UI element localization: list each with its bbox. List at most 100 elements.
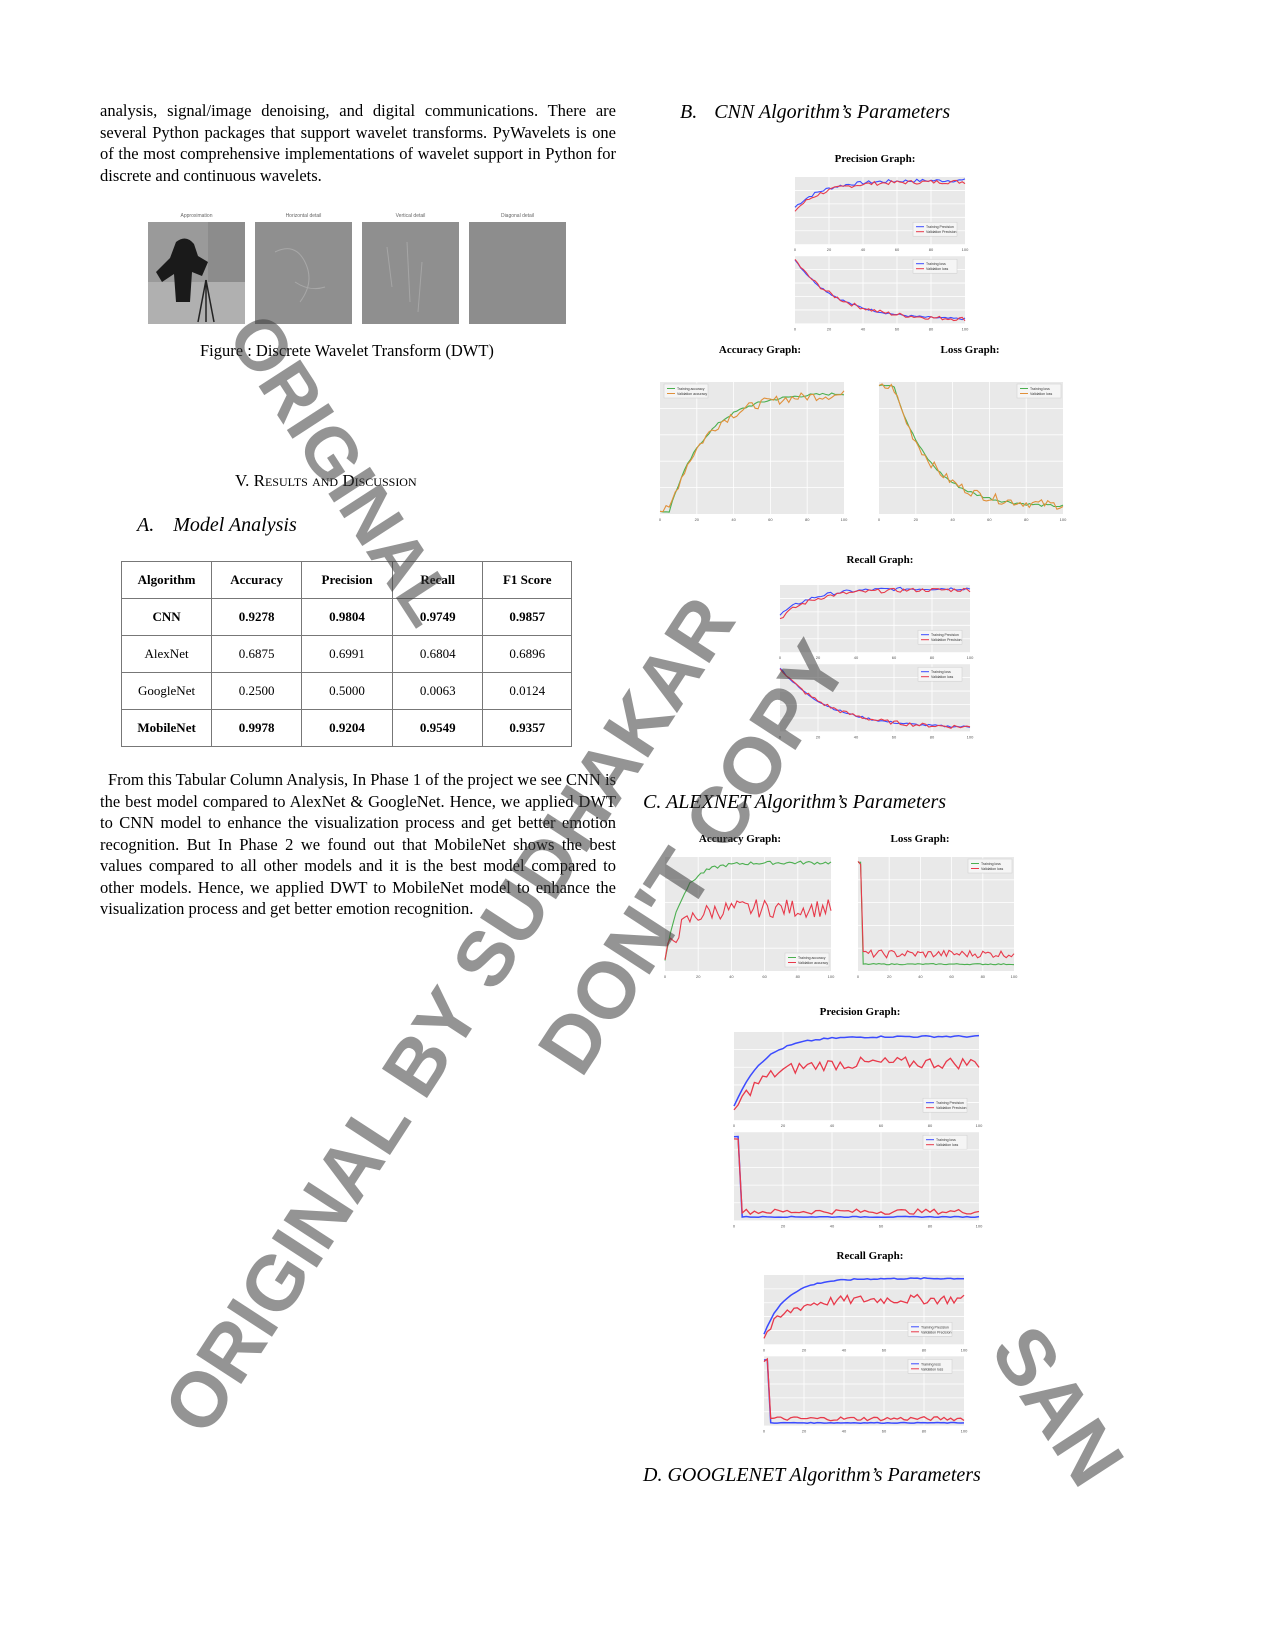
x-tick-label: 20 <box>887 974 892 979</box>
x-tick-label: 0 <box>779 655 782 660</box>
x-tick-label: 100 <box>828 974 835 979</box>
x-tick-label: 40 <box>830 1123 835 1128</box>
x-tick-label: 60 <box>882 1347 887 1352</box>
legend <box>907 1322 953 1337</box>
legend-label: Validation Precision <box>921 1330 952 1334</box>
x-tick-label: 20 <box>802 1347 807 1352</box>
x-tick-label: 60 <box>892 655 897 660</box>
table-cell: 0.6804 <box>391 635 484 673</box>
cnn-recall-title: Recall Graph: <box>846 554 914 566</box>
table-header: Recall <box>391 561 484 599</box>
training-series-line <box>794 178 966 208</box>
x-tick-label: 0 <box>733 1123 736 1128</box>
validation-series-line <box>763 1293 965 1339</box>
x-tick-label: 40 <box>854 734 859 739</box>
table-cell: 0.9857 <box>482 598 572 636</box>
table-header-row: Algorithm Accuracy Precision Recall F1 S… <box>120 561 572 599</box>
table-cell: 0.6875 <box>211 635 303 673</box>
x-tick-label: 20 <box>914 517 919 522</box>
x-tick-label: 20 <box>696 974 701 979</box>
table-cell: 0.0124 <box>482 672 572 710</box>
table-header: F1 Score <box>482 561 572 599</box>
x-tick-label: 40 <box>861 247 866 252</box>
legend <box>917 666 963 682</box>
cnn-loss-title: Loss Graph: <box>940 344 1000 356</box>
x-tick-label: 0 <box>733 1223 736 1228</box>
x-tick-label: 0 <box>794 247 797 252</box>
x-tick-label: 100 <box>1060 517 1067 522</box>
googlenet-heading: D. GOOGLENET Algorithm’s Parameters <box>643 1464 981 1486</box>
section-title-d: D <box>342 471 355 490</box>
x-tick-label: 80 <box>1024 517 1029 522</box>
x-tick-label: 40 <box>729 974 734 979</box>
legend-label: Training Precision <box>931 633 959 637</box>
x-tick-label: 60 <box>987 517 992 522</box>
table-row: MobileNet 0.9978 0.9204 0.9549 0.9357 <box>120 709 572 747</box>
training-series-line <box>763 1277 965 1335</box>
x-tick-label: 80 <box>928 1123 933 1128</box>
table-row: AlexNet 0.6875 0.6991 0.6804 0.6896 <box>120 635 572 673</box>
cnn-accuracy-title: Accuracy Graph: <box>718 344 802 356</box>
x-tick-label: 80 <box>930 734 935 739</box>
cameraman-image <box>148 222 245 324</box>
x-tick-label: 100 <box>967 734 974 739</box>
x-tick-label: 60 <box>949 974 954 979</box>
legend-label: Validation Precision <box>926 230 957 234</box>
analysis-paragraph: From this Tabular Column Analysis, In Ph… <box>100 770 616 918</box>
validation-accuracy-line <box>659 390 845 513</box>
x-tick-label: 40 <box>830 1223 835 1228</box>
x-tick-label: 20 <box>816 655 821 660</box>
dwt-panel-horizontal: Horizontal detail <box>255 213 352 329</box>
x-tick-label: 100 <box>976 1123 983 1128</box>
table-cell: GoogleNet <box>120 672 213 710</box>
legend-label: Validation accuracy <box>677 392 707 396</box>
table-cell: CNN <box>120 598 213 636</box>
legend-label: Validation loss <box>921 1367 944 1371</box>
table-cell: 0.5000 <box>301 672 393 710</box>
table-row: CNN 0.9278 0.9804 0.9749 0.9857 <box>120 598 572 636</box>
validation-loss-line <box>763 1357 965 1422</box>
legend-label: Training Precision <box>926 225 954 229</box>
x-tick-label: 80 <box>922 1429 927 1434</box>
legend-label: Validation Precision <box>931 638 962 642</box>
x-tick-label: 20 <box>816 734 821 739</box>
x-tick-label: 60 <box>892 734 897 739</box>
x-tick-label: 100 <box>961 1347 968 1352</box>
x-tick-label: 80 <box>928 1223 933 1228</box>
validation-loss-line <box>878 383 1064 510</box>
cnn-precision-title: Precision Graph: <box>834 153 916 165</box>
validation-series-line <box>779 587 971 620</box>
legend <box>663 383 709 399</box>
x-tick-label: 40 <box>854 655 859 660</box>
legend <box>907 1359 953 1374</box>
legend <box>922 1097 968 1113</box>
legend-label: Training loss <box>931 670 951 674</box>
dwt-panel-title: Horizontal detail <box>285 213 322 219</box>
validation-series-line <box>733 1056 980 1111</box>
dwt-panel-title: Vertical detail <box>395 213 426 219</box>
results-table: Algorithm Accuracy Precision Recall F1 S… <box>120 561 572 747</box>
x-tick-label: 100 <box>976 1223 983 1228</box>
table-cell: 0.9549 <box>391 709 484 747</box>
table-cell: 0.6896 <box>482 635 572 673</box>
validation-loss-line <box>857 860 1015 959</box>
accuracy-plot-area <box>660 382 844 514</box>
x-tick-label: 60 <box>762 974 767 979</box>
x-tick-label: 40 <box>842 1429 847 1434</box>
cnn-heading-number: B. <box>680 101 698 123</box>
x-tick-label: 80 <box>930 655 935 660</box>
x-tick-label: 60 <box>895 247 900 252</box>
alexnet-loss-title: Loss Graph: <box>890 833 950 845</box>
table-cell: 0.9749 <box>391 598 484 636</box>
legend-label: Training Precision <box>921 1325 949 1329</box>
legend <box>967 858 1013 874</box>
diagonal-detail-image <box>469 222 566 324</box>
x-tick-label: 100 <box>841 517 848 522</box>
validation-series-line <box>794 179 966 212</box>
dwt-panel-title: Approximation <box>180 213 213 219</box>
legend-label: Validation loss <box>931 675 954 679</box>
